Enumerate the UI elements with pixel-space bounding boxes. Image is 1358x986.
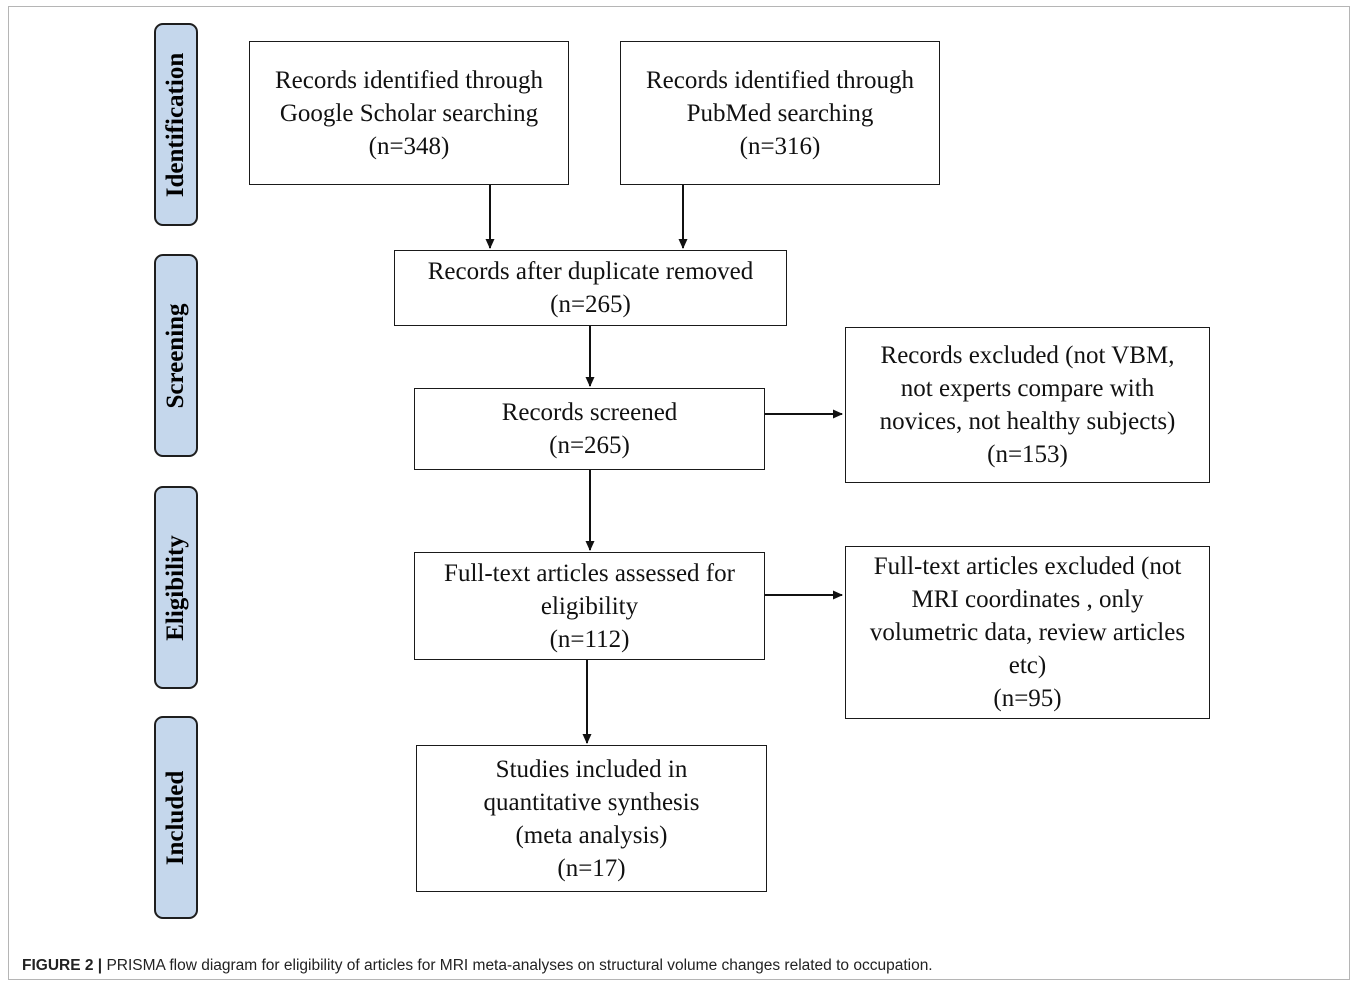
box-after-duplicates-line-1: Records after duplicate removed [427, 258, 754, 285]
box-included-studies-line-3: (meta analysis) [515, 821, 668, 849]
box-records-excluded-line-4: (n=153) [987, 441, 1068, 468]
box-included-studies-line-4: (n=17) [557, 854, 626, 882]
box-google-scholar-line-3: (n=348) [368, 132, 450, 160]
box-records-excluded-line-2: not experts compare with [900, 375, 1155, 402]
figure-caption-text: PRISMA flow diagram for eligibility of a… [102, 957, 933, 974]
box-pubmed-line-2: PubMed searching [686, 99, 874, 127]
box-records-screened-line-1: Records screened [501, 399, 678, 426]
box-included-studies-line-2: quantitative synthesis [483, 788, 700, 816]
stage-screening: Screening [154, 254, 198, 457]
box-included-studies: Studies included in quantitative synthes… [416, 745, 767, 892]
figure-frame [8, 6, 1350, 980]
box-pubmed: Records identified through PubMed search… [620, 41, 940, 185]
box-records-excluded: Records excluded (not VBM, not experts c… [845, 327, 1210, 483]
box-google-scholar-line-2: Google Scholar searching [279, 99, 539, 127]
box-records-excluded-line-1: Records excluded (not VBM, [880, 342, 1175, 369]
box-full-text-excluded-line-5: (n=95) [993, 685, 1062, 712]
box-included-studies-line-1: Studies included in [495, 755, 688, 783]
box-pubmed-line-3: (n=316) [739, 132, 821, 160]
box-records-screened: Records screened (n=265) [414, 388, 765, 470]
box-google-scholar-line-1: Records identified through [275, 66, 543, 94]
box-full-text-excluded: Full-text articles excluded (not MRI coo… [845, 546, 1210, 719]
box-records-screened-line-2: (n=265) [549, 432, 630, 459]
box-full-text-excluded-line-2: MRI coordinates , only [911, 586, 1144, 613]
figure-caption-label: FIGURE 2 | [22, 957, 103, 974]
box-google-scholar: Records identified through Google Schola… [249, 41, 569, 185]
box-full-text-assessed-line-1: Full-text articles assessed for [444, 559, 735, 587]
stage-eligibility: Eligibility [154, 486, 198, 689]
figure-caption: FIGURE 2 | PRISMA flow diagram for eligi… [22, 957, 933, 975]
stage-included: Included [154, 716, 198, 919]
stage-identification: Identification [154, 23, 198, 226]
box-full-text-excluded-line-4: etc) [1008, 652, 1047, 679]
box-after-duplicates: Records after duplicate removed (n=265) [394, 250, 787, 326]
box-full-text-excluded-line-1: Full-text articles excluded (not [873, 553, 1182, 580]
box-full-text-assessed: Full-text articles assessed for eligibil… [414, 552, 765, 660]
box-records-excluded-line-3: novices, not healthy subjects) [879, 408, 1176, 435]
box-after-duplicates-line-2: (n=265) [550, 291, 631, 318]
box-full-text-assessed-line-3: (n=112) [549, 625, 630, 653]
box-full-text-excluded-line-3: volumetric data, review articles [869, 619, 1186, 646]
box-full-text-assessed-line-2: eligibility [540, 592, 639, 620]
box-pubmed-line-1: Records identified through [646, 66, 914, 94]
